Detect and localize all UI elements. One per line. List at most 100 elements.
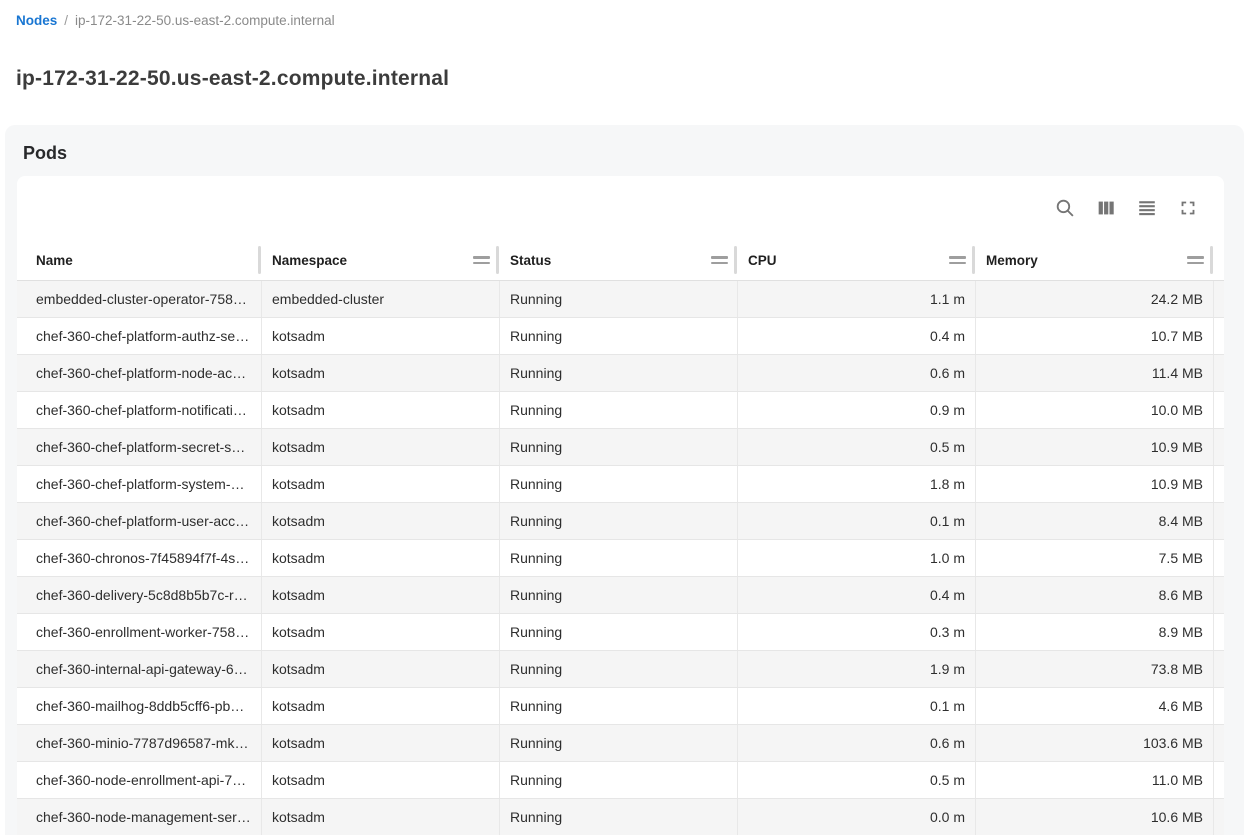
cell-namespace[interactable]: kotsadm [262, 392, 500, 428]
cell-cpu[interactable]: 0.1 m [738, 688, 976, 724]
cell-name[interactable]: chef-360-minio-7787d96587-mk… [17, 725, 262, 761]
cell-status[interactable]: Running [500, 392, 738, 428]
cell-cpu[interactable]: 0.1 m [738, 503, 976, 539]
cell-memory[interactable]: 103.6 MB [976, 725, 1214, 761]
column-menu-icon[interactable] [1187, 254, 1204, 266]
cell-name[interactable]: chef-360-chef-platform-notificati… [17, 392, 262, 428]
table-row[interactable]: chef-360-chef-platform-system-… kotsadm Ru… [17, 466, 1224, 503]
cell-name[interactable]: chef-360-chronos-7f45894f7f-4s… [17, 540, 262, 576]
table-row[interactable]: embedded-cluster-operator-758… embedded-c… [17, 281, 1224, 318]
cell-name[interactable]: chef-360-chef-platform-node-ac… [17, 355, 262, 391]
cell-cpu[interactable]: 0.0 m [738, 799, 976, 835]
cell-name[interactable]: chef-360-chef-platform-user-acc… [17, 503, 262, 539]
cell-namespace[interactable]: kotsadm [262, 762, 500, 798]
cell-name[interactable]: embedded-cluster-operator-758… [17, 281, 262, 317]
cell-memory[interactable]: 10.9 MB [976, 466, 1214, 502]
table-row[interactable]: chef-360-chronos-7f45894f7f-4s… kotsadm Ru… [17, 540, 1224, 577]
cell-name[interactable]: chef-360-internal-api-gateway-6… [17, 651, 262, 687]
column-menu-icon[interactable] [473, 254, 490, 266]
cell-memory[interactable]: 11.0 MB [976, 762, 1214, 798]
column-header-cpu[interactable]: CPU [738, 240, 976, 280]
cell-namespace[interactable]: embedded-cluster [262, 281, 500, 317]
table-row[interactable]: chef-360-mailhog-8ddb5cff6-pb… kotsadm Run… [17, 688, 1224, 725]
cell-cpu[interactable]: 1.0 m [738, 540, 976, 576]
cell-memory[interactable]: 8.9 MB [976, 614, 1214, 650]
cell-status[interactable]: Running [500, 577, 738, 613]
cell-cpu[interactable]: 0.5 m [738, 762, 976, 798]
table-row[interactable]: chef-360-minio-7787d96587-mk… kotsadm Runn… [17, 725, 1224, 762]
cell-name[interactable]: chef-360-node-enrollment-api-7… [17, 762, 262, 798]
column-resize-handle[interactable] [495, 246, 499, 274]
cell-memory[interactable]: 24.2 MB [976, 281, 1214, 317]
cell-status[interactable]: Running [500, 799, 738, 835]
table-row[interactable]: chef-360-internal-api-gateway-6… kotsadm R… [17, 651, 1224, 688]
cell-memory[interactable]: 8.6 MB [976, 577, 1214, 613]
cell-memory[interactable]: 4.6 MB [976, 688, 1214, 724]
cell-name[interactable]: chef-360-node-management-ser… [17, 799, 262, 835]
column-resize-handle[interactable] [733, 246, 737, 274]
cell-cpu[interactable]: 0.3 m [738, 614, 976, 650]
column-header-name[interactable]: Name [17, 240, 262, 280]
cell-cpu[interactable]: 1.8 m [738, 466, 976, 502]
cell-memory[interactable]: 10.6 MB [976, 799, 1214, 835]
cell-namespace[interactable]: kotsadm [262, 429, 500, 465]
fullscreen-button[interactable] [1177, 197, 1199, 219]
breadcrumb-link-nodes[interactable]: Nodes [16, 13, 58, 28]
cell-status[interactable]: Running [500, 466, 738, 502]
cell-namespace[interactable]: kotsadm [262, 614, 500, 650]
cell-status[interactable]: Running [500, 651, 738, 687]
cell-cpu[interactable]: 0.6 m [738, 725, 976, 761]
cell-namespace[interactable]: kotsadm [262, 725, 500, 761]
cell-namespace[interactable]: kotsadm [262, 688, 500, 724]
density-button[interactable] [1136, 197, 1158, 219]
cell-namespace[interactable]: kotsadm [262, 799, 500, 835]
table-row[interactable]: chef-360-chef-platform-notificati… kotsad… [17, 392, 1224, 429]
column-resize-handle[interactable] [257, 246, 261, 274]
cell-name[interactable]: chef-360-delivery-5c8d8b5b7c-r… [17, 577, 262, 613]
table-row[interactable]: chef-360-node-management-ser… kotsadm Runn… [17, 799, 1224, 835]
cell-name[interactable]: chef-360-mailhog-8ddb5cff6-pb… [17, 688, 262, 724]
column-header-memory[interactable]: Memory [976, 240, 1214, 280]
cell-cpu[interactable]: 0.4 m [738, 577, 976, 613]
table-row[interactable]: chef-360-chef-platform-node-ac… kotsadm Ru… [17, 355, 1224, 392]
column-resize-handle[interactable] [971, 246, 975, 274]
cell-status[interactable]: Running [500, 318, 738, 354]
cell-memory[interactable]: 10.0 MB [976, 392, 1214, 428]
cell-name[interactable]: chef-360-chef-platform-system-… [17, 466, 262, 502]
cell-status[interactable]: Running [500, 614, 738, 650]
cell-cpu[interactable]: 1.9 m [738, 651, 976, 687]
cell-cpu[interactable]: 1.1 m [738, 281, 976, 317]
cell-memory[interactable]: 7.5 MB [976, 540, 1214, 576]
table-row[interactable]: chef-360-enrollment-worker-758… kotsadm Ru… [17, 614, 1224, 651]
cell-memory[interactable]: 11.4 MB [976, 355, 1214, 391]
table-row[interactable]: chef-360-chef-platform-secret-s… kotsadm R… [17, 429, 1224, 466]
cell-status[interactable]: Running [500, 281, 738, 317]
cell-memory[interactable]: 10.7 MB [976, 318, 1214, 354]
column-header-namespace[interactable]: Namespace [262, 240, 500, 280]
cell-memory[interactable]: 73.8 MB [976, 651, 1214, 687]
cell-cpu[interactable]: 0.5 m [738, 429, 976, 465]
cell-namespace[interactable]: kotsadm [262, 651, 500, 687]
cell-namespace[interactable]: kotsadm [262, 466, 500, 502]
table-row[interactable]: chef-360-chef-platform-user-acc… kotsadm R… [17, 503, 1224, 540]
cell-status[interactable]: Running [500, 540, 738, 576]
search-button[interactable] [1054, 197, 1076, 219]
cell-memory[interactable]: 8.4 MB [976, 503, 1214, 539]
cell-name[interactable]: chef-360-enrollment-worker-758… [17, 614, 262, 650]
column-menu-icon[interactable] [949, 254, 966, 266]
cell-namespace[interactable]: kotsadm [262, 540, 500, 576]
column-resize-handle[interactable] [1209, 246, 1213, 274]
cell-status[interactable]: Running [500, 503, 738, 539]
cell-namespace[interactable]: kotsadm [262, 355, 500, 391]
cell-memory[interactable]: 10.9 MB [976, 429, 1214, 465]
cell-name[interactable]: chef-360-chef-platform-secret-s… [17, 429, 262, 465]
table-row[interactable]: chef-360-delivery-5c8d8b5b7c-r… kotsadm Ru… [17, 577, 1224, 614]
cell-namespace[interactable]: kotsadm [262, 503, 500, 539]
table-row[interactable]: chef-360-node-enrollment-api-7… kotsadm Ru… [17, 762, 1224, 799]
cell-cpu[interactable]: 0.4 m [738, 318, 976, 354]
cell-cpu[interactable]: 0.9 m [738, 392, 976, 428]
cell-namespace[interactable]: kotsadm [262, 577, 500, 613]
view-columns-button[interactable] [1095, 197, 1117, 219]
column-menu-icon[interactable] [711, 254, 728, 266]
cell-namespace[interactable]: kotsadm [262, 318, 500, 354]
